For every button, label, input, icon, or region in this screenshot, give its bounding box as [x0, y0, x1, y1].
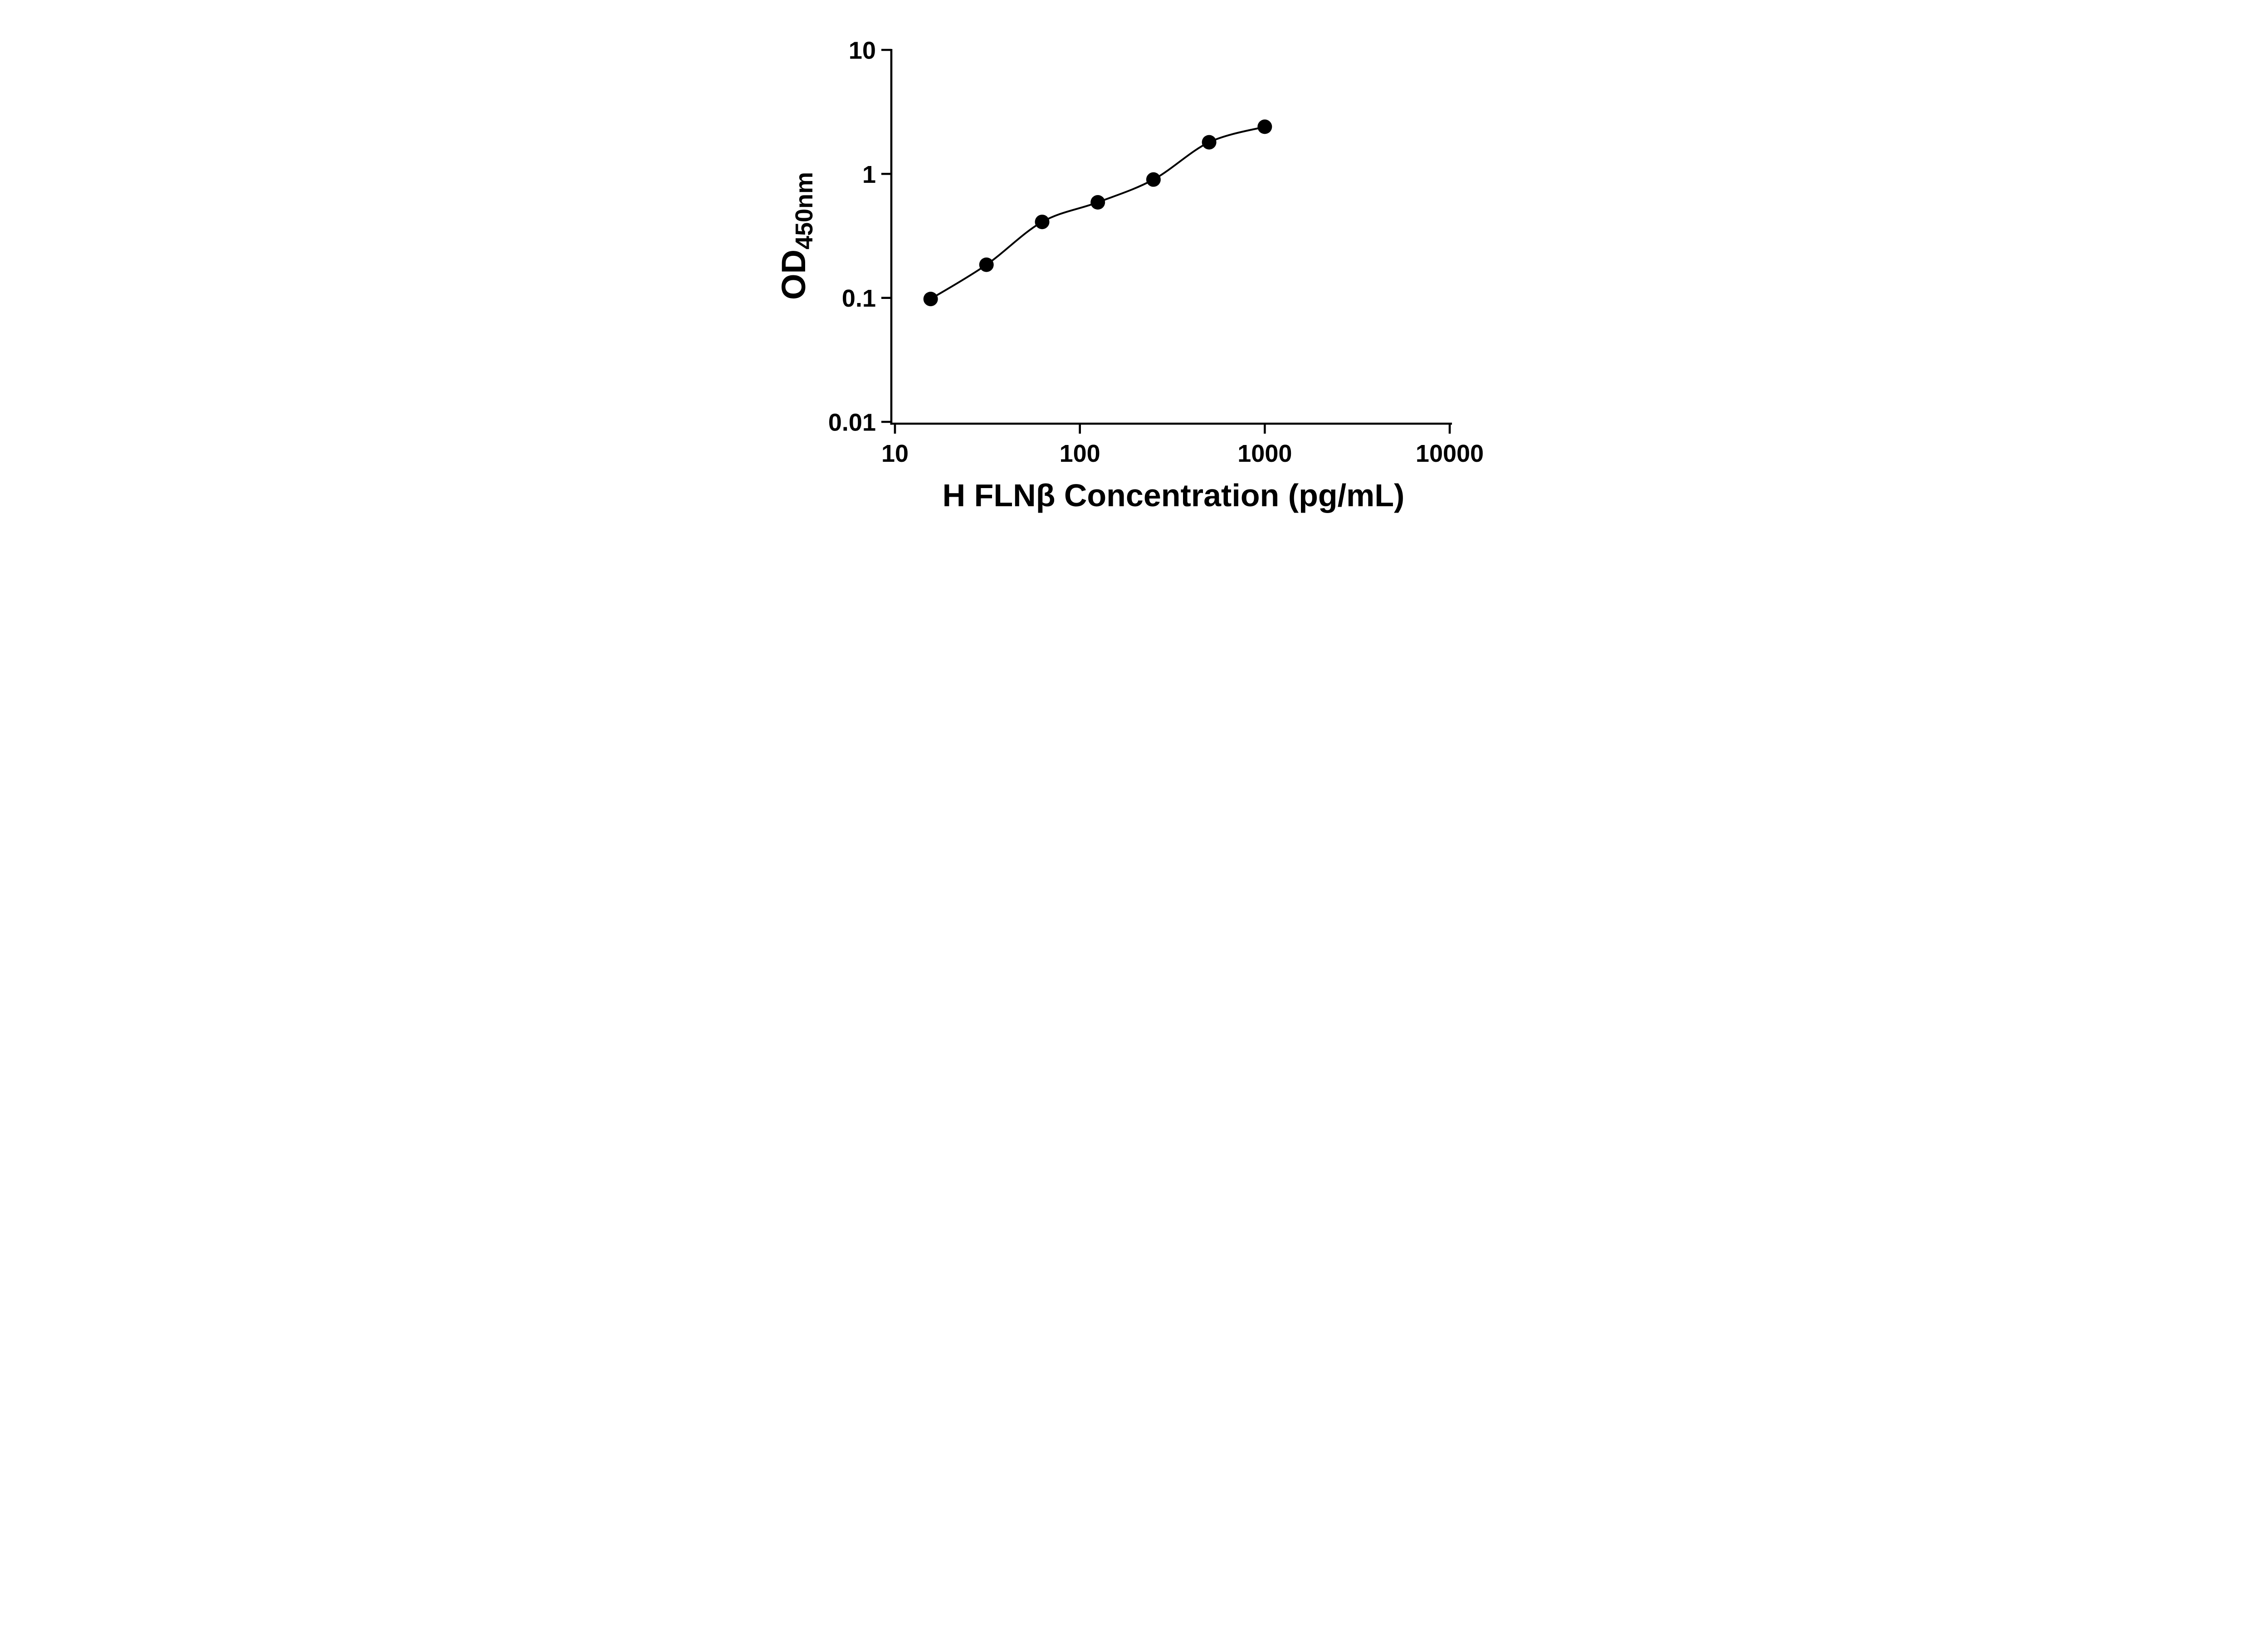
- data-point: [1202, 135, 1217, 150]
- x-axis-title: H FLNβ Concentration (pg/mL): [943, 478, 1405, 513]
- y-axis-title-subscript: 450nm: [791, 172, 818, 249]
- elisa-standard-curve-figure: 10 1 0.1 0.01 10 100 1000 10000 H FLNβ Concentr…: [745, 0, 1523, 544]
- data-series: [923, 119, 1272, 307]
- y-axis-title-main: OD: [775, 249, 812, 300]
- x-tick-label: 1000: [1237, 440, 1292, 467]
- fit-curve: [929, 126, 1266, 300]
- x-tick-label: 100: [1060, 440, 1100, 467]
- data-point: [1090, 195, 1105, 210]
- data-point: [979, 257, 994, 272]
- x-tick-label: 10000: [1416, 440, 1484, 467]
- y-axis-title: OD450nm: [775, 172, 818, 300]
- y-tick-label: 0.1: [842, 285, 876, 312]
- x-tick-label: 10: [881, 440, 909, 467]
- y-tick-label: 1: [862, 161, 876, 188]
- data-point: [1035, 215, 1050, 230]
- data-point: [1146, 172, 1161, 187]
- y-tick-label: 0.01: [828, 409, 876, 436]
- data-point: [923, 292, 938, 307]
- axes: [890, 49, 1452, 425]
- data-point: [1257, 119, 1272, 134]
- y-tick-label: 10: [849, 37, 876, 64]
